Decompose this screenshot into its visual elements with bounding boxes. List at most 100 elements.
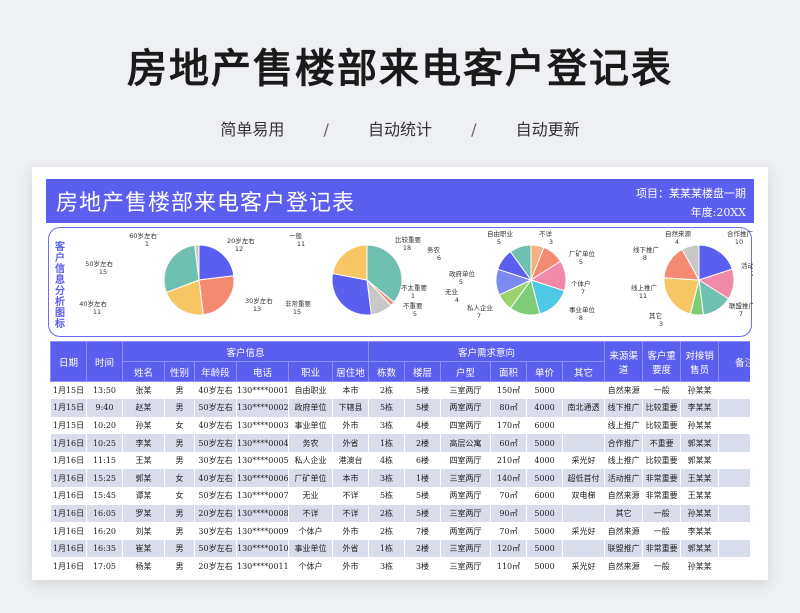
table-cell: 孙某某 bbox=[680, 416, 719, 435]
table-cell: 孙某某 bbox=[680, 557, 719, 576]
table-cell: 30岁左右 bbox=[194, 522, 237, 540]
table-row: 1月16日 15:45 谭某女 50岁左右 130****0007 无业 不详 5栋 5楼 两室两… bbox=[50, 487, 750, 505]
header-floor: 楼层 bbox=[404, 361, 442, 382]
table-cell: 两室两厅 bbox=[440, 399, 491, 417]
table-cell: 男 bbox=[164, 504, 195, 523]
pie-slice bbox=[366, 244, 403, 304]
pie-slice-value: 4 bbox=[675, 238, 679, 246]
table-cell: 非常重要 bbox=[642, 539, 681, 558]
table-cell: 外市 bbox=[331, 416, 369, 435]
table-cell: 不详 bbox=[331, 504, 369, 523]
table-cell: 5000 bbox=[526, 504, 563, 523]
table-cell: 1月15日 bbox=[50, 416, 87, 435]
pie-slice-value: 3 bbox=[659, 320, 663, 328]
table-cell: 杨某 bbox=[122, 557, 165, 576]
pie-slice-label: 活动推广 bbox=[741, 261, 753, 270]
table-cell: 港澳台 bbox=[331, 451, 369, 470]
feature-list: 简单易用 / 自动统计 / 自动更新 bbox=[0, 116, 800, 140]
table-cell: 1栋 bbox=[368, 434, 405, 452]
table-cell bbox=[718, 434, 750, 452]
table-cell: 高层公寓 bbox=[440, 434, 491, 452]
pie-slice-value: 8 bbox=[579, 314, 583, 322]
table-cell: 70㎡ bbox=[490, 522, 527, 540]
table-cell: 30岁左右 bbox=[194, 451, 237, 470]
table-cell: 王某某 bbox=[680, 487, 719, 505]
table-cell: 40岁左右 bbox=[194, 381, 237, 400]
table-cell: 南北通透 bbox=[562, 399, 605, 417]
table-cell bbox=[562, 539, 605, 558]
year-label: 年度:20XX bbox=[690, 206, 746, 219]
table-row: 1月16日 17:05 杨某男 20岁左右 130****0011 个体户 外市 3栋 3楼 三室… bbox=[50, 557, 750, 576]
table-cell bbox=[718, 504, 750, 523]
pie-slice bbox=[165, 279, 204, 316]
pie-slice-value: 5 bbox=[579, 258, 583, 266]
table-cell: 130****0004 bbox=[236, 434, 289, 452]
table-cell: 17:05 bbox=[86, 557, 123, 576]
pie-slice-value: 7 bbox=[751, 270, 753, 278]
table-cell: 超低首付 bbox=[562, 469, 605, 488]
table-cell: 16:20 bbox=[86, 522, 123, 540]
table-cell: 130****0007 bbox=[236, 487, 289, 505]
table-cell: 比较重要 bbox=[642, 399, 681, 417]
pie-slice-value: 7 bbox=[581, 288, 585, 296]
pie-slice-value: 3 bbox=[549, 238, 553, 246]
pie-slice-value: 6 bbox=[437, 254, 441, 262]
table-cell: 50岁左右 bbox=[194, 487, 237, 505]
table-cell: 一般 bbox=[642, 557, 681, 576]
table-cell: 不详 bbox=[288, 504, 333, 523]
header-salesperson: 对接销售员 bbox=[680, 341, 720, 382]
pie-slice-label: 一般 bbox=[289, 231, 303, 240]
pie-slice-label: 政府单位 bbox=[449, 269, 476, 278]
table-cell: 崔某 bbox=[122, 539, 165, 558]
table-cell: 5000 bbox=[526, 539, 563, 558]
table-cell: 非常重要 bbox=[642, 487, 681, 505]
pie-slice-value: 18 bbox=[403, 244, 411, 252]
table-cell bbox=[718, 381, 750, 400]
table-cell: 非常重要 bbox=[642, 469, 681, 488]
feature-update: 自动更新 bbox=[515, 120, 580, 139]
table-cell: 1月16日 bbox=[50, 469, 87, 488]
table-cell: 女 bbox=[164, 416, 195, 435]
project-label: 项目：某某某楼盘一期 bbox=[636, 187, 746, 200]
table-cell: 线上推广 bbox=[604, 451, 643, 470]
header-customer-info: 客户信息 bbox=[121, 341, 370, 362]
table-cell: 5楼 bbox=[404, 381, 441, 400]
table-cell bbox=[718, 469, 750, 488]
table-cell: 3栋 bbox=[368, 416, 405, 435]
table-cell: 本市 bbox=[331, 381, 369, 400]
table-cell: 外市 bbox=[331, 522, 369, 540]
pie-slice bbox=[194, 244, 200, 281]
pie-slice-value: 5 bbox=[459, 278, 463, 286]
pie-slice-value: 1 bbox=[145, 240, 149, 248]
table-cell: 1栋 bbox=[368, 539, 405, 558]
header-building: 栋数 bbox=[368, 361, 406, 382]
table-cell: 张某 bbox=[122, 381, 165, 400]
table-cell: 40岁左右 bbox=[194, 469, 237, 488]
table-cell: 其它 bbox=[604, 504, 643, 523]
table-cell: 男 bbox=[164, 522, 195, 540]
table-cell: 4楼 bbox=[404, 416, 441, 435]
table-cell: 孙某 bbox=[122, 416, 165, 435]
pie-slice-label: 非常重要 bbox=[285, 299, 312, 308]
table-cell: 李某 bbox=[122, 434, 165, 452]
table-cell: 郭某 bbox=[122, 469, 165, 488]
table-cell: 本市 bbox=[331, 469, 369, 488]
table-row: 1月16日 16:05 罗某男 20岁左右 130****0008 不详 不详 2栋 5楼 三室两… bbox=[50, 504, 750, 523]
pie-slice bbox=[681, 244, 700, 281]
pie-slice-value: 11 bbox=[639, 292, 647, 300]
pie-slice-label: 50岁左右 bbox=[85, 259, 113, 268]
table-cell: 5000 bbox=[526, 469, 563, 488]
table-cell: 男 bbox=[164, 539, 195, 558]
pie-slice-label: 不重要 bbox=[403, 302, 423, 310]
table-cell bbox=[718, 416, 750, 435]
table-cell: 刘某 bbox=[122, 522, 165, 540]
table-cell: 150㎡ bbox=[490, 381, 527, 400]
header-other: 其它 bbox=[562, 361, 606, 382]
pie-slice-value: 13 bbox=[253, 305, 261, 313]
table-cell: 外省 bbox=[331, 539, 369, 558]
pie-slice-value: 8 bbox=[643, 254, 647, 262]
pie-slice-label: 厂矿单位 bbox=[569, 249, 596, 258]
header-gender: 性别 bbox=[164, 361, 195, 382]
